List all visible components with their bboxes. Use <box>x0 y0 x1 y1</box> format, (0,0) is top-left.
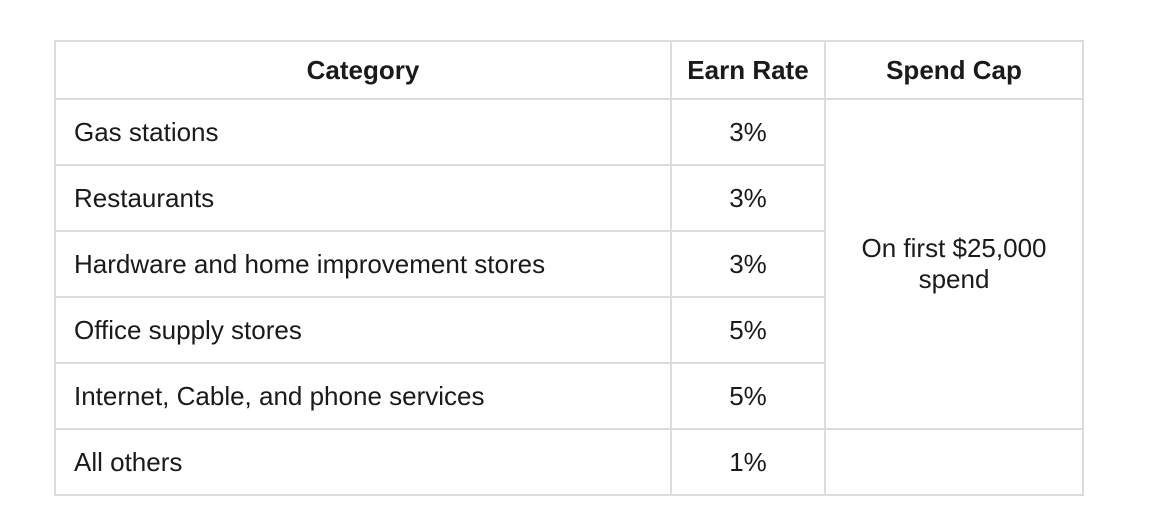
earn-rate-cell: 3% <box>670 98 826 166</box>
table-row: Restaurants 3% <box>54 164 1083 232</box>
spend-cap-cell: On first $25,000 spend <box>824 98 1084 430</box>
table-row: Gas stations 3% On first $25,000 spend <box>54 98 1084 430</box>
earn-rate-cell: 5% <box>670 362 826 430</box>
category-cell: Hardware and home improvement stores <box>54 230 672 298</box>
header-spend-cap: Spend Cap <box>824 40 1084 100</box>
category-cell: Internet, Cable, and phone services <box>54 362 672 430</box>
category-cell: Restaurants <box>54 164 672 232</box>
category-cell: Gas stations <box>54 98 672 166</box>
table-row: Internet, Cable, and phone services 5% <box>54 362 1083 430</box>
table-row: Office supply stores 5% <box>54 296 1083 364</box>
spend-cap-line-1: On first $25,000 <box>861 233 1047 263</box>
earn-rate-cell: 1% <box>670 428 826 496</box>
rewards-table: Category Earn Rate Spend Cap Gas station… <box>54 40 1084 496</box>
earn-rate-cell: 5% <box>670 296 826 364</box>
header-earn-rate: Earn Rate <box>670 40 826 100</box>
header-category: Category <box>54 40 672 100</box>
table-row: All others 1% <box>54 428 1084 496</box>
spend-cap-cell-empty <box>824 428 1084 496</box>
header-row: Category Earn Rate Spend Cap <box>54 40 1084 100</box>
table-row: Hardware and home improvement stores 3% <box>54 230 1083 298</box>
category-cell: Office supply stores <box>54 296 672 364</box>
spend-cap-line-2: spend <box>918 264 990 294</box>
category-cell: All others <box>54 428 672 496</box>
earn-rate-cell: 3% <box>670 230 826 298</box>
earn-rate-cell: 3% <box>670 164 826 232</box>
